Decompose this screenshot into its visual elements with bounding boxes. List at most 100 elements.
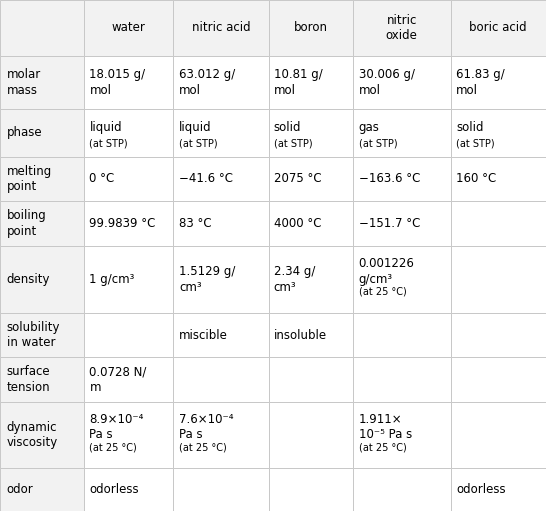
Bar — [0, 56, 84, 109]
Text: water: water — [112, 21, 146, 34]
Bar — [353, 201, 450, 246]
Bar — [173, 469, 269, 511]
Text: 160 °C: 160 °C — [456, 172, 496, 185]
Bar — [450, 156, 546, 201]
Text: 4000 °C: 4000 °C — [274, 217, 321, 230]
Bar — [173, 402, 269, 469]
Text: (at STP): (at STP) — [90, 138, 128, 148]
Text: 61.83 g/
mol: 61.83 g/ mol — [456, 68, 505, 97]
Bar — [269, 357, 353, 402]
Bar — [353, 246, 450, 313]
Text: liquid: liquid — [90, 121, 122, 134]
Bar — [353, 0, 450, 56]
Text: solid: solid — [456, 121, 484, 134]
Bar — [173, 357, 269, 402]
Bar — [84, 56, 173, 109]
Bar — [353, 56, 450, 109]
Text: molar
mass: molar mass — [7, 68, 41, 97]
Bar — [84, 0, 173, 56]
Text: solid: solid — [274, 121, 301, 134]
Text: 1.911×
10⁻⁵ Pa s: 1.911× 10⁻⁵ Pa s — [359, 413, 412, 441]
Bar — [0, 0, 84, 56]
Text: nitric acid: nitric acid — [192, 21, 250, 34]
Bar — [450, 469, 546, 511]
Text: phase: phase — [7, 127, 43, 140]
Text: surface
tension: surface tension — [7, 365, 50, 393]
Bar — [353, 156, 450, 201]
Text: boiling
point: boiling point — [7, 210, 46, 238]
Text: (at STP): (at STP) — [456, 138, 495, 148]
Bar — [0, 201, 84, 246]
Text: (at 25 °C): (at 25 °C) — [179, 442, 227, 452]
Bar — [450, 246, 546, 313]
Text: 30.006 g/
mol: 30.006 g/ mol — [359, 68, 415, 97]
Text: (at 25 °C): (at 25 °C) — [90, 442, 137, 452]
Text: boron: boron — [294, 21, 328, 34]
Bar — [173, 246, 269, 313]
Text: −163.6 °C: −163.6 °C — [359, 172, 420, 185]
Text: −41.6 °C: −41.6 °C — [179, 172, 233, 185]
Bar — [269, 109, 353, 156]
Bar — [173, 201, 269, 246]
Bar — [450, 109, 546, 156]
Bar — [269, 156, 353, 201]
Text: 0.001226
g/cm³: 0.001226 g/cm³ — [359, 258, 414, 286]
Text: melting
point: melting point — [7, 165, 52, 193]
Bar — [450, 357, 546, 402]
Text: 8.9×10⁻⁴
Pa s: 8.9×10⁻⁴ Pa s — [90, 413, 144, 441]
Text: (at STP): (at STP) — [179, 138, 218, 148]
Bar — [84, 201, 173, 246]
Bar — [84, 156, 173, 201]
Bar — [173, 109, 269, 156]
Bar — [269, 402, 353, 469]
Text: density: density — [7, 273, 50, 286]
Bar — [450, 201, 546, 246]
Bar — [269, 246, 353, 313]
Bar — [353, 109, 450, 156]
Bar — [0, 402, 84, 469]
Bar — [84, 402, 173, 469]
Text: odor: odor — [7, 483, 33, 496]
Text: solubility
in water: solubility in water — [7, 321, 60, 350]
Bar — [0, 313, 84, 357]
Bar — [353, 402, 450, 469]
Bar — [450, 56, 546, 109]
Bar — [84, 357, 173, 402]
Text: boric acid: boric acid — [470, 21, 527, 34]
Text: 18.015 g/
mol: 18.015 g/ mol — [90, 68, 146, 97]
Text: liquid: liquid — [179, 121, 212, 134]
Text: 7.6×10⁻⁴
Pa s: 7.6×10⁻⁴ Pa s — [179, 413, 234, 441]
Text: 2.34 g/
cm³: 2.34 g/ cm³ — [274, 265, 315, 294]
Bar — [353, 469, 450, 511]
Bar — [269, 313, 353, 357]
Bar — [0, 109, 84, 156]
Bar — [173, 156, 269, 201]
Text: 0 °C: 0 °C — [90, 172, 115, 185]
Text: 1 g/cm³: 1 g/cm³ — [90, 273, 135, 286]
Text: insoluble: insoluble — [274, 329, 327, 342]
Bar — [353, 313, 450, 357]
Bar — [0, 357, 84, 402]
Text: 63.012 g/
mol: 63.012 g/ mol — [179, 68, 235, 97]
Text: 99.9839 °C: 99.9839 °C — [90, 217, 156, 230]
Text: (at 25 °C): (at 25 °C) — [359, 442, 406, 452]
Text: 83 °C: 83 °C — [179, 217, 212, 230]
Bar — [353, 357, 450, 402]
Bar — [269, 56, 353, 109]
Text: (at STP): (at STP) — [274, 138, 312, 148]
Bar — [84, 246, 173, 313]
Text: odorless: odorless — [90, 483, 139, 496]
Text: (at 25 °C): (at 25 °C) — [359, 287, 406, 297]
Bar — [450, 0, 546, 56]
Text: miscible: miscible — [179, 329, 228, 342]
Text: 2075 °C: 2075 °C — [274, 172, 322, 185]
Text: 10.81 g/
mol: 10.81 g/ mol — [274, 68, 323, 97]
Bar — [450, 402, 546, 469]
Bar — [173, 56, 269, 109]
Text: 1.5129 g/
cm³: 1.5129 g/ cm³ — [179, 265, 235, 294]
Text: −151.7 °C: −151.7 °C — [359, 217, 420, 230]
Bar — [173, 0, 269, 56]
Bar — [84, 469, 173, 511]
Text: nitric
oxide: nitric oxide — [386, 13, 418, 42]
Text: odorless: odorless — [456, 483, 506, 496]
